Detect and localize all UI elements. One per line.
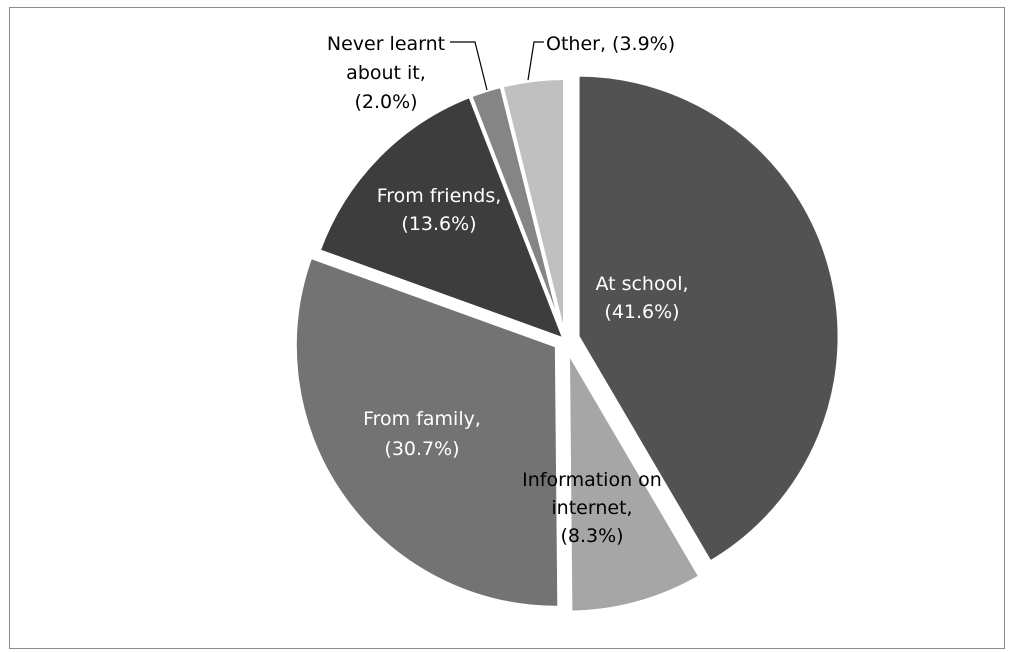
slice-label: At school, (41.6%) [595, 273, 688, 323]
leader-line [527, 41, 544, 81]
chart-frame: At school, (41.6%) Information on internet,… [9, 7, 1005, 649]
slice-label: From friends, (13.6%) [377, 185, 502, 235]
slice-label: From family, (30.7%) [363, 408, 481, 460]
slice-labels: At school, (41.6%) Information on internet,… [327, 33, 689, 547]
leader-lines [450, 41, 544, 91]
pie-slice [292, 254, 562, 610]
pie-slice [499, 76, 567, 342]
slice-label: Other, (3.9%) [546, 33, 675, 55]
slice-label: Information on internet, (8.3%) [522, 469, 662, 547]
pie-slice [565, 348, 703, 615]
slice-label: Never learnt about it, (2.0%) [327, 33, 445, 113]
leader-line [450, 41, 488, 91]
pie-chart: At school, (41.6%) Information on internet,… [292, 33, 842, 615]
pie-slice [575, 72, 842, 565]
pie-slice [316, 93, 567, 342]
pie-slices [292, 72, 842, 615]
